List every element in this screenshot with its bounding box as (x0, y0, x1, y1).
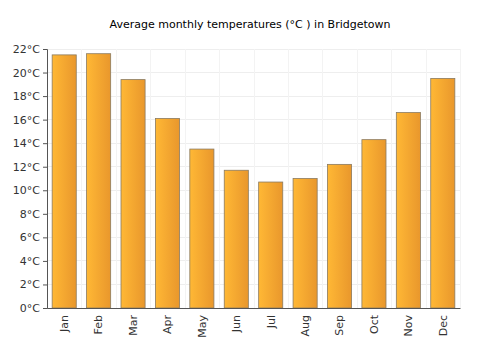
grid (47, 49, 461, 308)
y-tick-label: 0°C (20, 302, 40, 315)
y-tick-label: 18°C (13, 90, 40, 103)
y-tick-mark (43, 96, 47, 97)
y-tick: 12°C (13, 161, 47, 174)
x-tick-label: Jun (230, 315, 243, 333)
grid-line (47, 49, 460, 50)
bar (293, 179, 317, 309)
chart-svg: Average monthly temperatures (°C ) in Br… (0, 0, 500, 350)
bar (121, 80, 145, 308)
x-tick-label: Dec (437, 315, 450, 336)
x-tick-label: Feb (92, 315, 105, 334)
y-tick: 0°C (20, 302, 47, 315)
bar (362, 140, 386, 308)
x-tick-label: Sep (333, 315, 346, 336)
y-tick-label: 14°C (13, 137, 40, 150)
y-tick-mark (43, 190, 47, 191)
y-tick-mark (43, 284, 47, 285)
x-tick-label: Jan (58, 315, 71, 333)
y-tick-label: 12°C (13, 161, 40, 174)
bars (52, 54, 455, 308)
y-tick-mark (43, 167, 47, 168)
y-tick-label: 2°C (20, 278, 40, 291)
y-tick: 10°C (13, 184, 47, 197)
y-tick-mark (43, 143, 47, 144)
chart-title: Average monthly temperatures (°C ) in Br… (110, 18, 391, 31)
y-tick: 8°C (20, 208, 47, 221)
plot-area: 0°C 2°C 4°C 6°C 8°C 10°C 12°C 14°C 16°C 18°C 20°C 2… (13, 43, 461, 338)
y-tick-mark (43, 214, 47, 215)
x-tick: May (196, 308, 209, 338)
y-tick-mark (43, 237, 47, 238)
x-tick: Jan (58, 308, 71, 333)
x-tick: Feb (92, 308, 105, 334)
bar (52, 55, 76, 308)
bar (224, 170, 248, 308)
x-tick-label: Apr (161, 315, 174, 335)
y-tick-mark (43, 308, 47, 309)
y-tick-mark (43, 73, 47, 74)
x-tick-label: Aug (299, 315, 312, 336)
grid-line-vertical (185, 49, 186, 308)
x-tick: Jun (230, 308, 243, 333)
y-tick: 4°C (20, 255, 47, 268)
x-tick: Jul (265, 308, 278, 329)
y-tick-mark (43, 49, 47, 50)
x-tick-label: Oct (368, 314, 381, 334)
grid-line-vertical (150, 49, 151, 308)
grid-line-vertical (219, 49, 220, 308)
y-tick-label: 20°C (13, 67, 40, 80)
y-tick-label: 6°C (20, 231, 40, 244)
x-tick: Apr (161, 308, 174, 334)
x-tick: Dec (437, 308, 450, 336)
x-tick: Aug (299, 308, 312, 336)
y-tick: 18°C (13, 90, 47, 103)
y-tick: 14°C (13, 137, 47, 150)
y-tick: 2°C (20, 278, 47, 291)
grid-line-vertical (116, 49, 117, 308)
grid-line-vertical (391, 49, 392, 308)
x-tick: Nov (402, 308, 415, 336)
chart-container: Average monthly temperatures (°C ) in Br… (0, 0, 500, 350)
y-tick: 20°C (13, 67, 47, 80)
bar (431, 78, 455, 308)
y-axis: 0°C 2°C 4°C 6°C 8°C 10°C 12°C 14°C 16°C 18°C 20°C 2… (13, 43, 48, 315)
x-tick-label: May (196, 315, 209, 338)
grid-line-vertical (254, 49, 255, 308)
y-tick-label: 16°C (13, 114, 40, 127)
y-tick-mark (43, 120, 47, 121)
y-tick-mark (43, 261, 47, 262)
bar (396, 113, 420, 308)
y-tick-label: 4°C (20, 255, 40, 268)
bar (155, 118, 179, 308)
x-tick: Mar (127, 308, 140, 336)
grid-line-vertical (81, 49, 82, 308)
y-tick: 16°C (13, 114, 47, 127)
x-axis: Jan Feb Mar Apr May Jun Jul Aug Sep Oct Nov Dec (48, 308, 461, 338)
grid-line-vertical (460, 49, 461, 308)
bar (327, 164, 351, 308)
bar (190, 149, 214, 308)
y-tick-label: 22°C (13, 43, 40, 56)
x-tick-label: Mar (127, 315, 140, 336)
grid-line-vertical (322, 49, 323, 308)
y-tick-label: 8°C (20, 208, 40, 221)
x-tick-label: Jul (265, 315, 278, 329)
y-axis-line (43, 50, 48, 309)
x-tick-label: Nov (402, 315, 415, 337)
y-tick: 22°C (13, 43, 47, 56)
x-axis-line (48, 308, 461, 309)
x-tick: Oct (368, 308, 381, 334)
grid-line-vertical (288, 49, 289, 308)
bar (259, 182, 283, 308)
y-tick-label: 10°C (13, 184, 40, 197)
grid-line-vertical (426, 49, 427, 308)
y-tick: 6°C (20, 231, 47, 244)
bar (87, 54, 111, 308)
grid-line-vertical (357, 49, 358, 308)
x-tick: Sep (333, 308, 346, 336)
